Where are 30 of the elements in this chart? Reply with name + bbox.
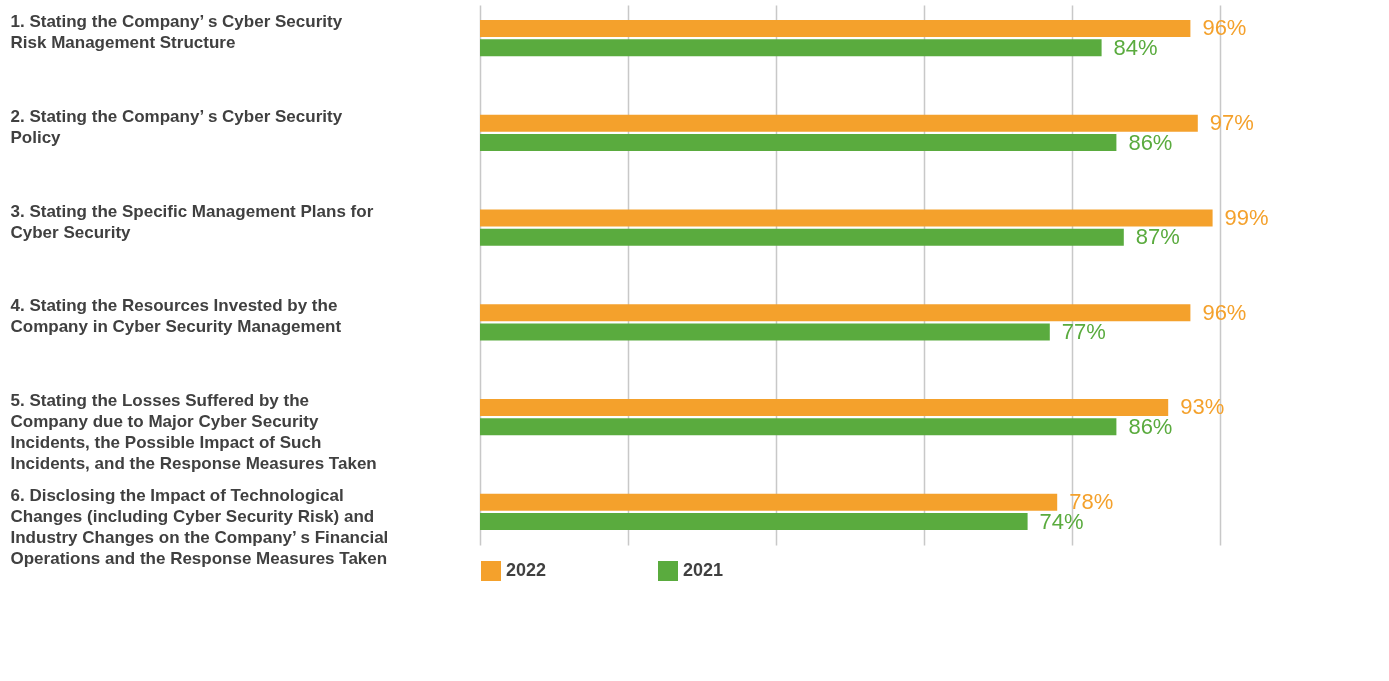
bar: [480, 304, 1191, 322]
bar: [480, 323, 1050, 341]
data-label: 77%: [1061, 319, 1106, 345]
legend-label: 2022: [506, 560, 547, 580]
data-label: 99%: [1224, 204, 1269, 230]
data-label: 93%: [1180, 394, 1225, 420]
y-tick-label: 2. Stating the Company’ s Cyber Security Policy: [10, 106, 343, 147]
y-tick-label: 3. Stating the Specific Management Plans for Cyber Security: [10, 201, 374, 242]
data-label: 87%: [1135, 224, 1180, 250]
bar: [480, 19, 1191, 37]
bar: [480, 209, 1213, 227]
bar: [480, 114, 1198, 132]
data-label: 86%: [1128, 129, 1173, 155]
data-label: 86%: [1128, 413, 1173, 439]
y-tick-label: 5. Stating the Losses Suffered by the Company due to Major Cyber Security Incidents, the Possible Impact of Such Incidents, and the Response Measures Taken: [10, 391, 377, 474]
y-tick-label: 6. Disclosing the Impact of Technological Changes (including Cyber Security Risk) and Industry Changes on the Company’ s Financial Operations and the Response Measures Taken: [10, 485, 389, 568]
bar: [480, 39, 1102, 57]
bar: [480, 398, 1169, 416]
bar: [480, 134, 1117, 152]
data-label: 97%: [1209, 110, 1254, 136]
bar: [480, 418, 1117, 436]
bar: [480, 493, 1058, 511]
data-label: 84%: [1113, 34, 1158, 60]
y-tick-label: 1. Stating the Company’ s Cyber Security Risk Management Structure: [10, 12, 343, 53]
data-label: 96%: [1202, 299, 1247, 325]
data-label: 96%: [1202, 15, 1247, 41]
bar: [480, 513, 1028, 531]
legend-label: 2021: [683, 560, 724, 580]
y-tick-label: 4. Stating the Resources Invested by the Company in Cyber Security Management: [10, 296, 342, 337]
bar: [480, 228, 1124, 246]
